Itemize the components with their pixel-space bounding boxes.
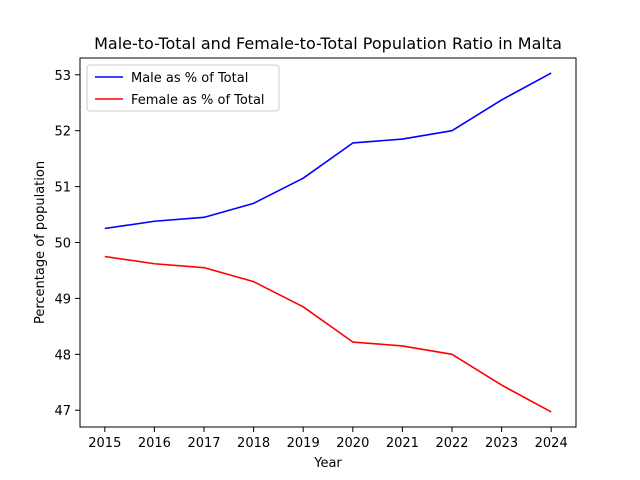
x-tick-label: 2022 <box>435 436 468 451</box>
y-tick-label: 47 <box>54 404 71 419</box>
x-tick-label: 2021 <box>386 436 419 451</box>
y-tick-label: 53 <box>54 69 71 84</box>
y-tick-label: 48 <box>54 348 71 363</box>
y-tick-label: 49 <box>54 292 71 307</box>
y-axis: 47 48 49 50 51 52 53 <box>54 69 80 419</box>
legend-entry: Male as % of Total <box>131 71 248 86</box>
x-tick-label: 2023 <box>485 436 518 451</box>
x-tick-label: 2019 <box>287 436 320 451</box>
legend: Male as % of Total Female as % of Total <box>86 64 280 112</box>
y-tick-label: 50 <box>54 237 71 252</box>
series-layer <box>104 72 552 413</box>
x-tick-label: 2024 <box>535 436 568 451</box>
x-tick-label: 2017 <box>187 436 220 451</box>
y-tick-label: 52 <box>54 125 71 140</box>
x-axis: 2015 2016 2017 2018 2019 2020 2021 2022 2023 2024 <box>88 427 568 451</box>
x-tick-label: 2018 <box>237 436 270 451</box>
legend-box <box>86 64 280 112</box>
series-line-male-as-of-total <box>104 72 552 230</box>
x-tick-label: 2015 <box>88 436 121 451</box>
x-tick-label: 2020 <box>336 436 369 451</box>
x-axis-label: Year <box>313 456 342 471</box>
legend-entry: Female as % of Total <box>131 93 265 108</box>
chart-title: Male-to-Total and Female-to-Total Popula… <box>94 34 562 53</box>
y-tick-label: 51 <box>54 181 71 196</box>
plot-area <box>79 57 577 428</box>
y-axis-label: Percentage of population <box>33 161 48 324</box>
x-tick-label: 2016 <box>138 436 171 451</box>
series-line-female-as-of-total <box>104 255 552 413</box>
